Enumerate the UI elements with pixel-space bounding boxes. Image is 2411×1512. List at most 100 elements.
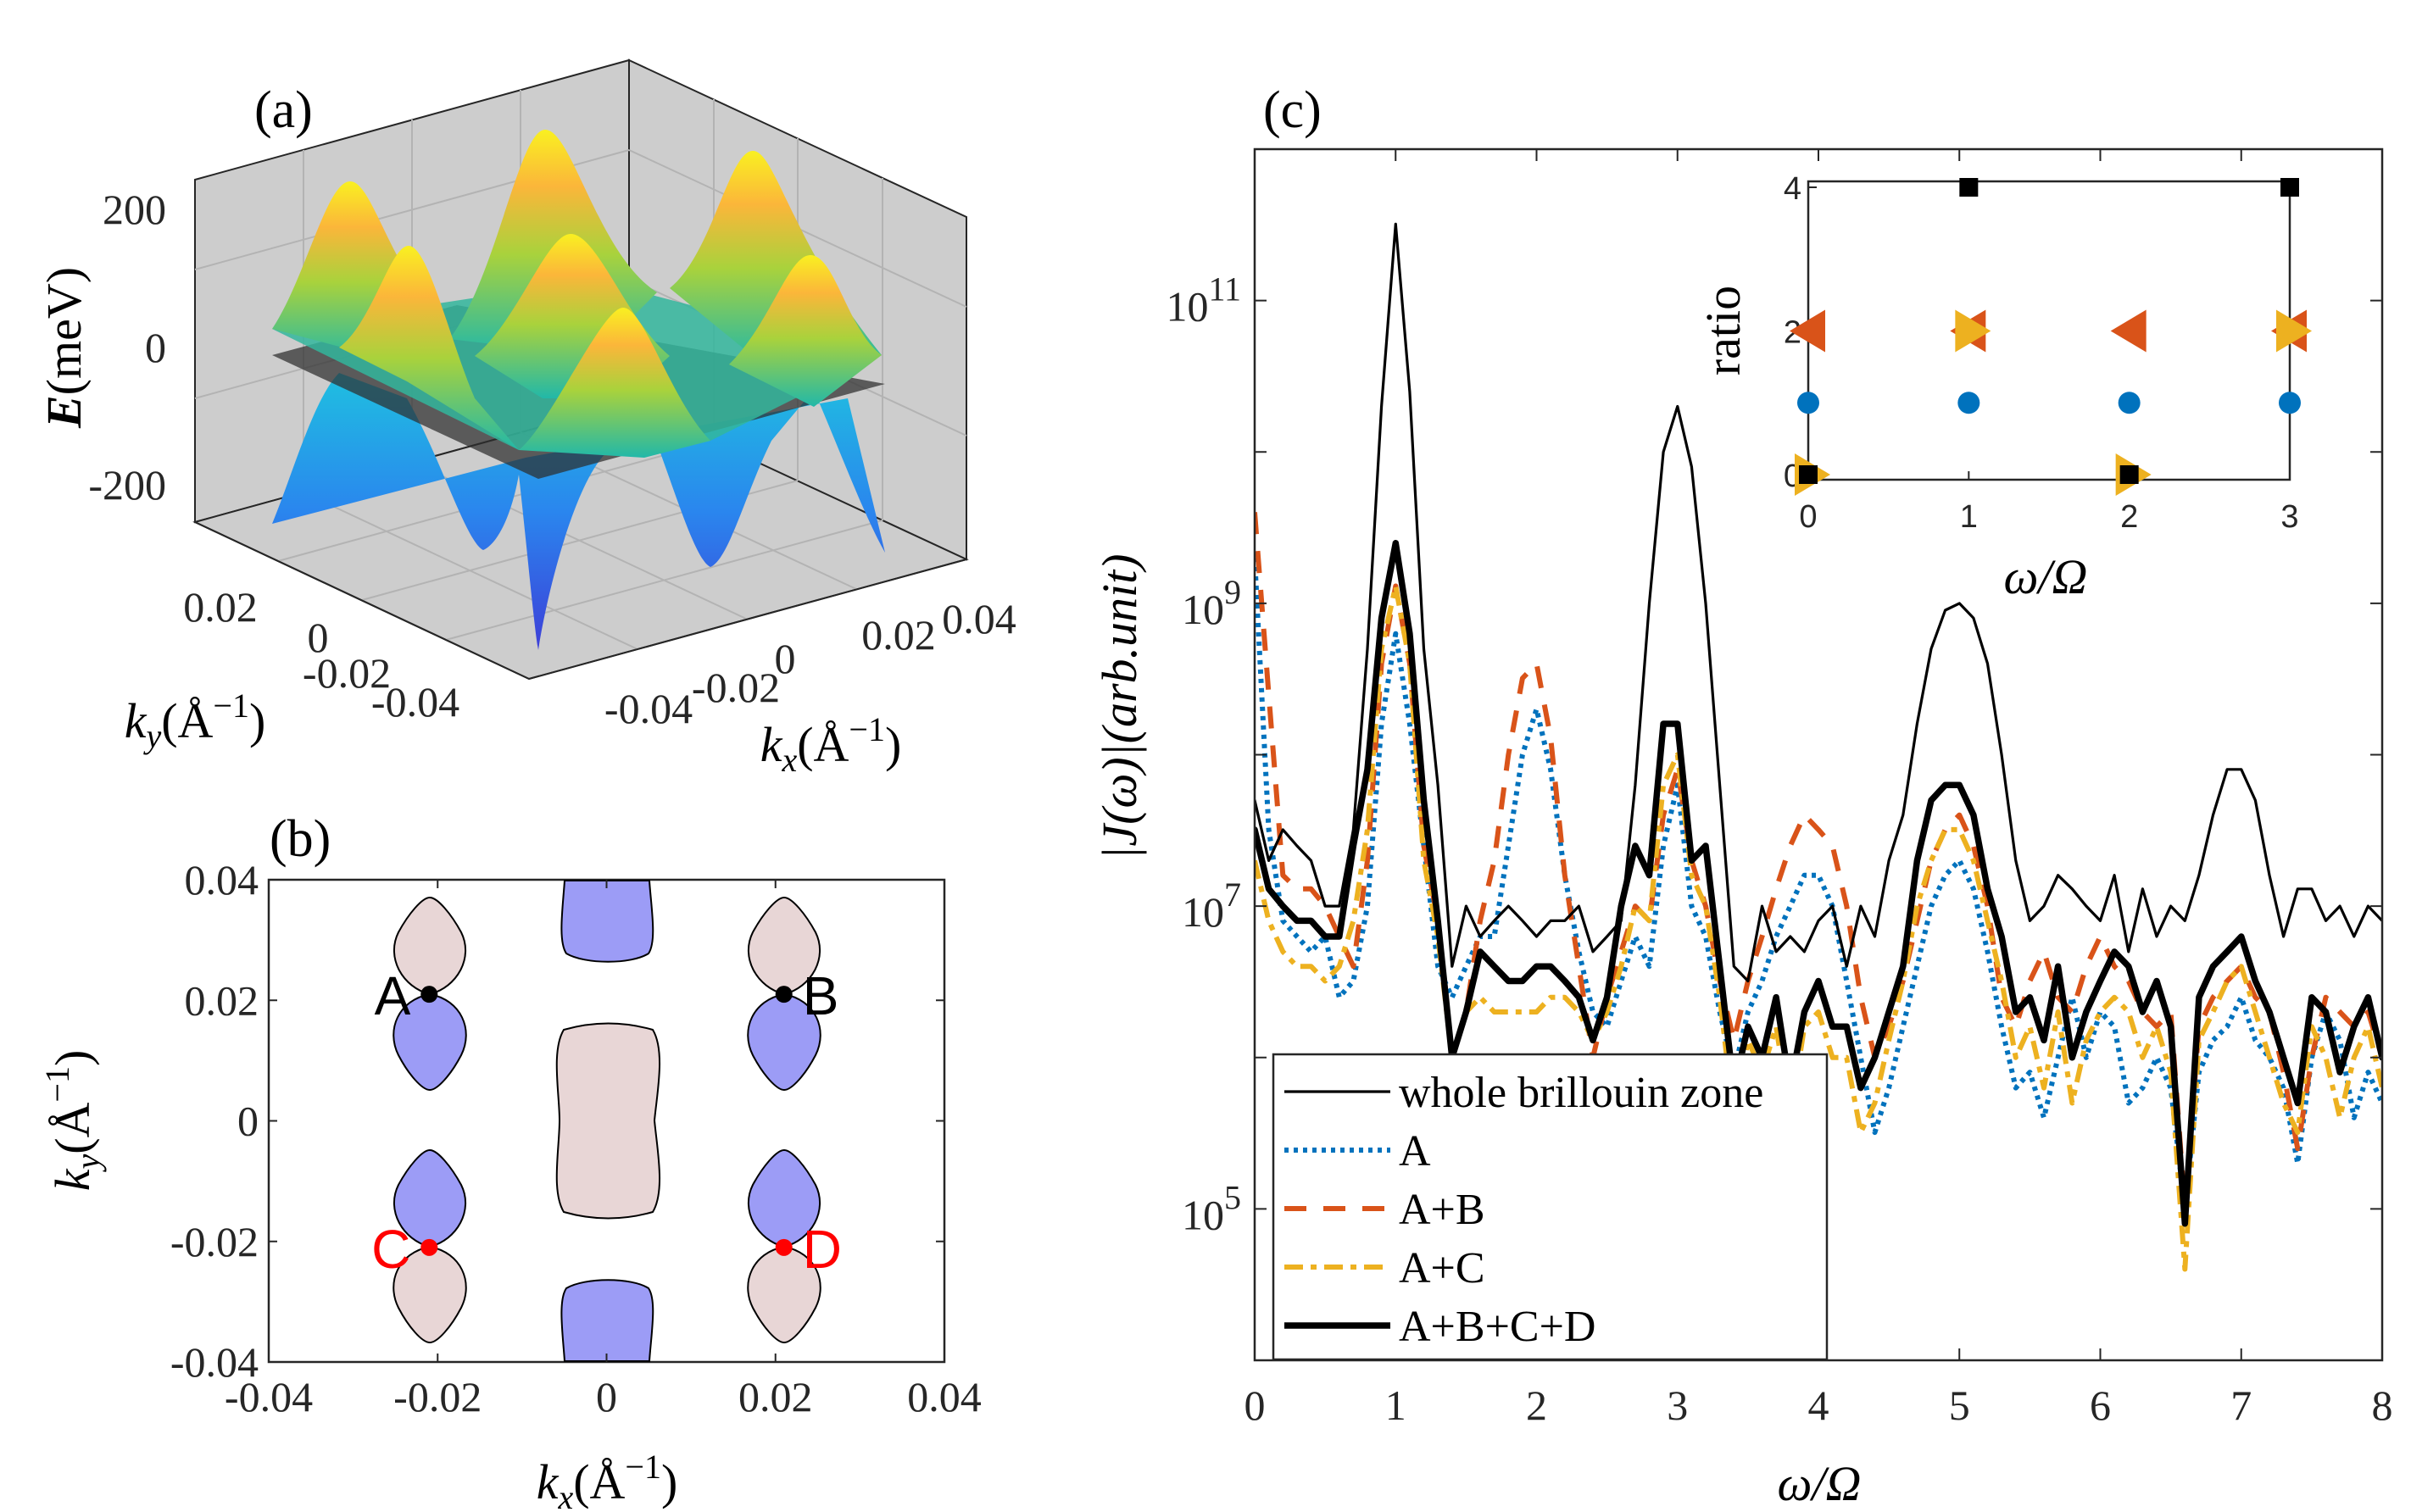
z-tick-label: 200 (103, 186, 166, 233)
y-tick-label: 109 (1182, 573, 1241, 633)
x-tick-label: 4 (1808, 1381, 1829, 1429)
x-tick-label: 5 (1949, 1381, 1970, 1429)
point-b-label: B (803, 965, 839, 1026)
circle-marker (2118, 392, 2141, 414)
y-tick-label: 0.04 (185, 856, 259, 903)
y-tick-label: 1011 (1166, 270, 1241, 331)
series-line-a-c (1255, 583, 2382, 1272)
point-a-label: A (375, 965, 411, 1026)
x-tick-label: 3 (1667, 1381, 1688, 1429)
series-line-a-b-c-d (1255, 540, 2382, 1227)
x-tick-label: 0 (596, 1373, 617, 1420)
square-marker (1799, 465, 1818, 484)
svg-text:0: 0 (775, 635, 796, 682)
panel-b-contour-plot: (b) -0.04 -0.02 0 0.02 0.040.040.020-0.02-0.… (38, 810, 982, 1512)
x-tick-label: -0.02 (393, 1373, 482, 1420)
svg-text:0.02: 0.02 (183, 583, 258, 631)
y-tick-label: -0.04 (170, 1338, 259, 1386)
inset-x-axis-label: ω/Ω (2003, 549, 2087, 604)
point-b-marker (775, 986, 793, 1003)
circle-marker (1797, 392, 1819, 414)
y-tick-label: 0.02 (185, 976, 259, 1024)
z-tick-label: 0 (145, 324, 166, 371)
panel-c-line-chart: (c) 0 1 2 3 4 5 6 7 8 105 107 109 1011 |J(ω)|(arb.un… (1092, 81, 2393, 1511)
x-tick-label: 8 (2372, 1381, 2393, 1429)
point-d-marker (775, 1238, 793, 1256)
legend: whole brillouin zone A A+B A+C A+B+C+D (1272, 1053, 1829, 1361)
series-line-whole-brillouin-zone (1255, 222, 2382, 983)
inset-y-tick-label: 4 (1784, 171, 1801, 207)
x-tick-label: 0.02 (738, 1373, 813, 1420)
panel-c-y-axis-label: |J(ω)|(arb.unit) (1092, 553, 1147, 859)
x-tick-label: 2 (1526, 1381, 1547, 1429)
contour-regions (393, 880, 821, 1362)
y-tick-label: 0 (237, 1098, 259, 1145)
circle-marker (2279, 392, 2301, 414)
ky-tick-labels: 0.02 0 -0.02 -0.04 (183, 583, 459, 725)
panel-b-y-axis-label: ky(Å−1) (38, 1050, 107, 1192)
legend-label: A (1399, 1127, 1431, 1176)
panel-c-label: (c) (1263, 81, 1322, 139)
inset-axes (1807, 180, 2291, 481)
legend-label: A+B+C+D (1399, 1303, 1595, 1351)
x-tick-label: 0.04 (907, 1373, 982, 1420)
surface-upper-band (272, 130, 882, 458)
surface-lower-band (272, 373, 885, 650)
panel-a-label: (a) (254, 81, 313, 139)
panel-b-ticks: -0.04 -0.02 0 0.02 0.04 0.04 0.02 0 -0.02 -0.04 (170, 856, 982, 1420)
inset-x-tick-label: 0 (1799, 499, 1817, 535)
y-tick-label: 105 (1182, 1178, 1241, 1238)
legend-label: A+B (1399, 1186, 1485, 1234)
point-c-label: C (371, 1219, 410, 1280)
square-marker (2119, 465, 2139, 484)
svg-text:-0.04: -0.04 (371, 678, 459, 725)
svg-text:-0.04: -0.04 (604, 685, 693, 732)
triangle-left-marker (2110, 309, 2147, 353)
ky-axis-label: ky(Å−1) (125, 687, 266, 755)
square-marker (1959, 178, 1979, 197)
negative-region (560, 880, 654, 963)
svg-text:0: 0 (308, 614, 329, 661)
panel-c-x-axis-label: ω/Ω (1777, 1456, 1861, 1511)
x-tick-label: 6 (2090, 1381, 2111, 1429)
square-marker (2280, 178, 2299, 197)
y-tick-label: -0.02 (170, 1218, 259, 1265)
inset-x-tick-label: 1 (1960, 499, 1978, 535)
negative-region (560, 1279, 654, 1362)
svg-text:0.04: 0.04 (942, 595, 1016, 642)
kx-axis-label: kx(Å−1) (760, 710, 902, 779)
point-c-marker (420, 1238, 438, 1256)
svg-text:0.02: 0.02 (861, 611, 936, 659)
legend-label: whole brillouin zone (1399, 1069, 1763, 1117)
panel-c-ticks: 0 1 2 3 4 5 6 7 8 105 107 109 1011 (1166, 148, 2393, 1429)
triangle-right-marker (1955, 309, 1991, 353)
x-tick-label: 1 (1385, 1381, 1406, 1429)
circle-marker (1957, 392, 1980, 414)
svg-text:-0.02: -0.02 (692, 664, 780, 711)
point-d-label: D (803, 1219, 842, 1280)
series-lines (1255, 222, 2382, 1272)
panel-b-x-axis-label: kx(Å−1) (537, 1448, 678, 1512)
kx-tick-labels: -0.04 -0.02 0 0.02 0.04 (604, 595, 1016, 732)
z-axis-label: E(meV) (36, 267, 92, 429)
panel-b-label: (b) (270, 810, 331, 868)
x-tick-label: 7 (2230, 1381, 2252, 1429)
triangle-right-marker (2276, 309, 2312, 353)
inset-x-tick-label: 3 (2280, 499, 2298, 535)
z-tick-label: -200 (88, 461, 166, 509)
y-tick-label: 107 (1182, 876, 1241, 936)
inset-y-axis-label: ratio (1695, 286, 1751, 375)
inset-markers (1790, 178, 2312, 496)
positive-region (555, 1022, 660, 1220)
x-tick-label: -0.04 (225, 1373, 313, 1420)
panel-a-surface-plot: (a) 200 0 -200 E(meV) 0.02 0 -0.02 -0.04… (36, 58, 1016, 779)
inset-scatter-chart: 0123024 ratio ω/Ω (1695, 171, 2312, 604)
panel-b-points: A B C D (371, 965, 842, 1280)
triangle-left-marker (1790, 309, 1825, 353)
box-front-edges (194, 521, 967, 680)
point-a-marker (420, 986, 438, 1003)
x-tick-label: 0 (1244, 1381, 1266, 1429)
inset-x-tick-label: 2 (2120, 499, 2138, 535)
svg-text:-0.02: -0.02 (303, 649, 391, 697)
